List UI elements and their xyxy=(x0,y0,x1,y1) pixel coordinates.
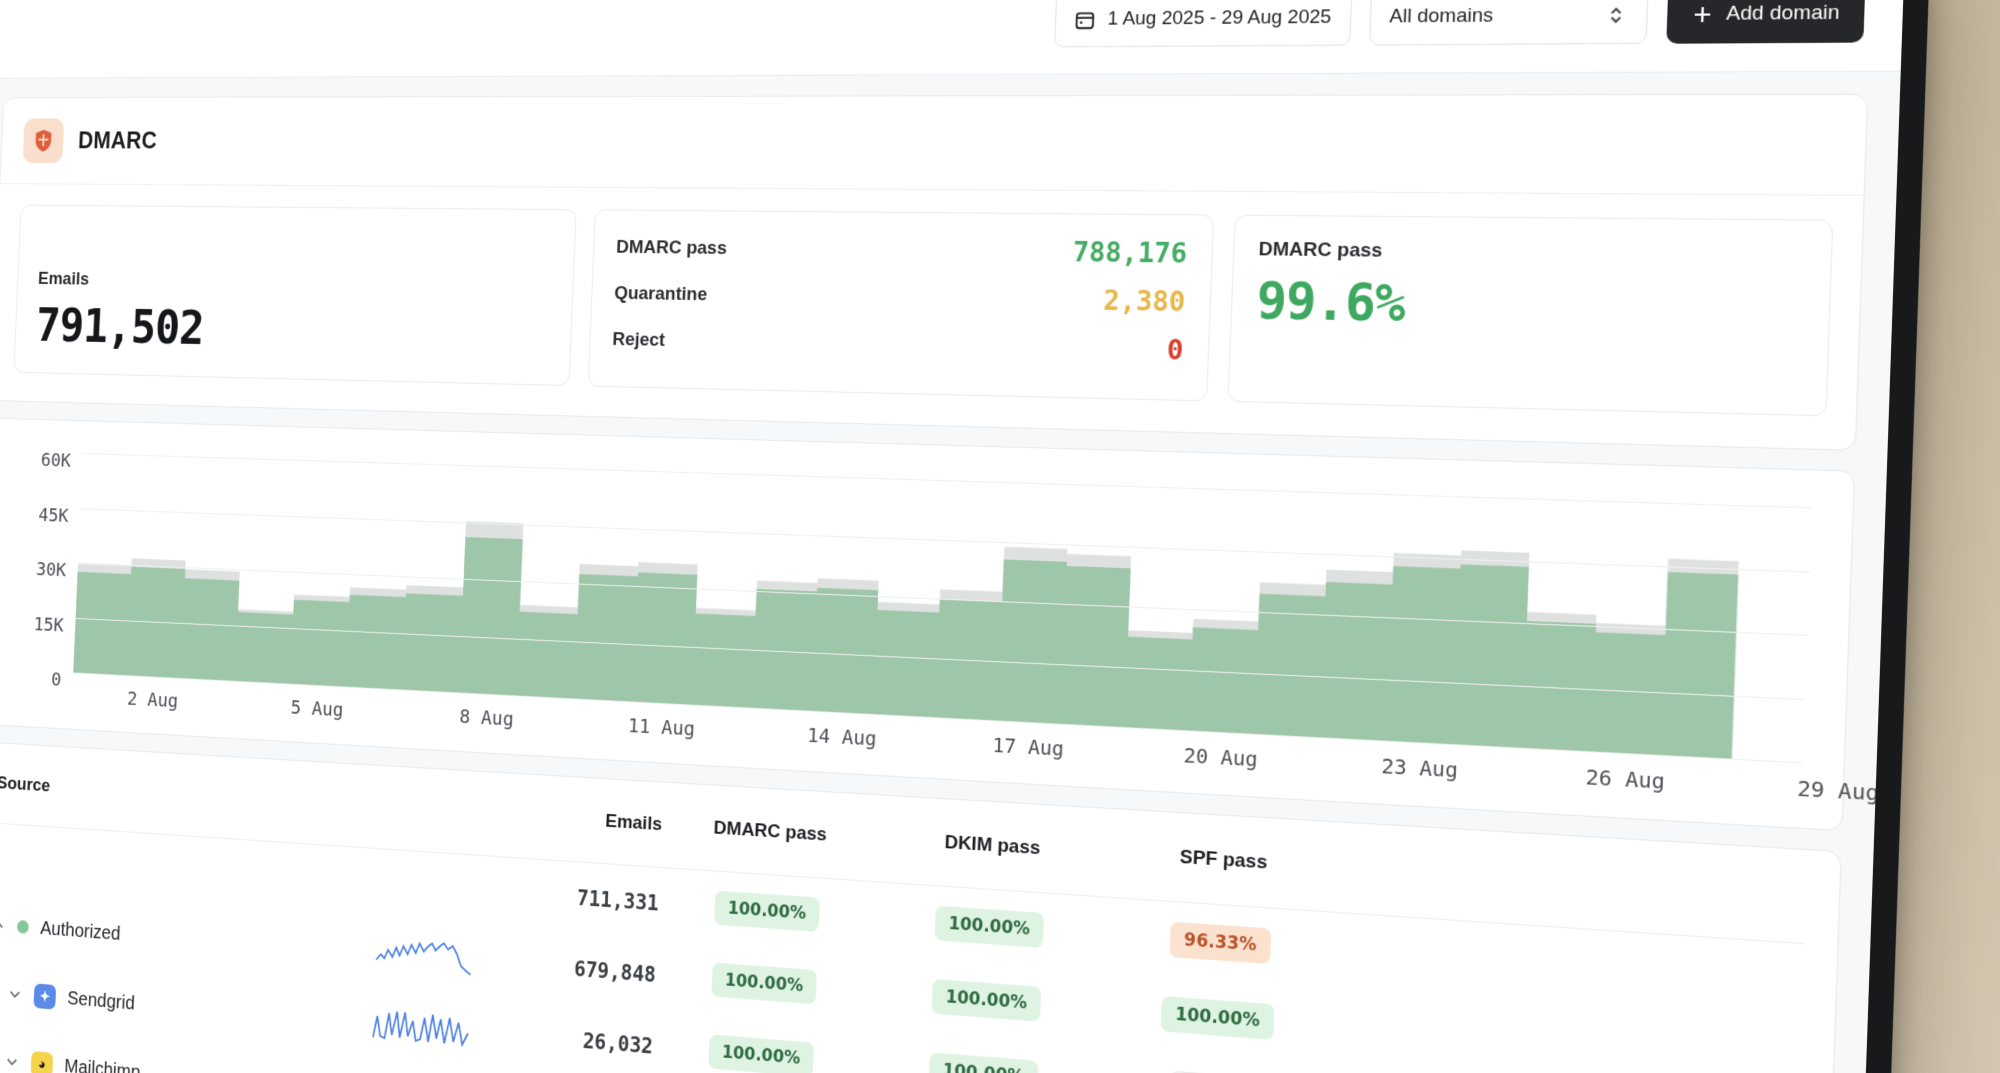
chart-y-tick: 0 xyxy=(50,667,62,691)
status-badge: 100.00% xyxy=(928,1052,1039,1073)
chevron-down-icon[interactable] xyxy=(7,985,23,1003)
cell-sparkline xyxy=(356,933,491,982)
status-badge: 100.00% xyxy=(934,905,1045,948)
device: ⌃⌄ 1 Aug 2025 - 29 xyxy=(0,0,1932,1073)
chart-area: 0 15K 30K 45K 60K 2 Aug 5 Aug 8 Aug 11 Aug 14 Aug… xyxy=(0,443,1879,810)
chart-x-tick: 20 Aug xyxy=(1183,742,1259,772)
summary-header: DMARC xyxy=(0,94,1868,196)
status-badge: 96.33% xyxy=(1169,921,1272,965)
add-domain-button[interactable]: Add domain xyxy=(1665,0,1866,44)
shield-icon xyxy=(22,118,65,164)
chevron-up-icon[interactable] xyxy=(0,916,6,934)
breakdown-row: Quarantine 2,380 xyxy=(613,278,1186,319)
breakdown-row: Reject 0 xyxy=(612,324,1184,367)
cell-source xyxy=(0,857,360,883)
cell-dmarc-pass: 100.00% xyxy=(652,1030,871,1073)
cell-spf-pass: 96.33% xyxy=(1103,917,1340,969)
chevron-down-icon[interactable] xyxy=(4,1052,20,1070)
emails-over-time-chart-card: 0 15K 30K 45K 60K 2 Aug 5 Aug 8 Aug 11 Aug 14 Aug… xyxy=(0,417,1880,832)
cell-spf-pass: 0.00% xyxy=(1097,1065,1334,1073)
domain-filter-select[interactable]: All domains xyxy=(1368,0,1649,46)
chart-x-tick: 8 Aug xyxy=(458,704,515,731)
content: DMARC Emails 791,502 xyxy=(0,72,1901,1073)
status-badge: 100.00% xyxy=(710,962,818,1005)
col-header-source: Source xyxy=(0,772,51,796)
cell-source: Authorized xyxy=(0,914,358,964)
cell-dkim-pass: 100.00% xyxy=(876,902,1104,953)
chart-y-tick: 30K xyxy=(35,557,67,581)
dmarc-breakdown-card: DMARC pass 788,176 Quarantine 2,380 Reje… xyxy=(587,209,1215,402)
mailchimp-logo-icon: ◕ xyxy=(30,1051,54,1073)
pass-rate-value: 99.6% xyxy=(1255,271,1406,334)
col-header-dkim-pass: DKIM pass xyxy=(944,831,1041,859)
dmarc-pass-value: 788,176 xyxy=(1072,236,1188,270)
pass-rate-label: DMARC pass xyxy=(1258,238,1383,262)
status-badge: 100.00% xyxy=(931,978,1042,1022)
dmarc-pass-label: DMARC pass xyxy=(615,236,728,259)
cell-dkim-pass: 100.00% xyxy=(873,975,1101,1027)
chart-plot[interactable]: 0 15K 30K 45K 60K 2 Aug 5 Aug 8 Aug 11 Aug 14 Aug… xyxy=(33,448,1879,806)
chart-x-tick: 26 Aug xyxy=(1585,763,1666,795)
chart-x-tick: 5 Aug xyxy=(290,695,344,722)
chart-area-dmarc-pass xyxy=(73,513,1810,763)
source-name: Authorized xyxy=(39,917,121,945)
screen: ⌃⌄ 1 Aug 2025 - 29 xyxy=(0,0,1905,1073)
date-range-picker[interactable]: 1 Aug 2025 - 29 Aug 2025 xyxy=(1053,0,1352,47)
chart-x-tick: 11 Aug xyxy=(627,713,696,741)
cell-sparkline xyxy=(353,1003,488,1053)
col-header-emails: Emails xyxy=(604,810,663,835)
chart-y-tick: 60K xyxy=(40,448,72,472)
chart-x-tick: 23 Aug xyxy=(1380,753,1459,783)
emails-kpi-card: Emails 791,502 xyxy=(13,204,577,387)
status-badge: 100.00% xyxy=(1160,995,1276,1041)
pass-rate-card: DMARC pass 99.6% xyxy=(1227,214,1834,417)
reject-label: Reject xyxy=(611,328,666,351)
sparkline-sendgrid xyxy=(371,1004,471,1051)
chart-x-tick: 29 Aug xyxy=(1796,775,1880,806)
cell-spf-pass: 100.00% xyxy=(1100,991,1337,1044)
status-dot-green-icon xyxy=(16,919,29,934)
domain-filter-value: All domains xyxy=(1389,4,1494,28)
cell-source: ✦ Sendgrid xyxy=(0,980,355,1035)
dmarc-summary-card: DMARC Emails 791,502 xyxy=(0,93,1869,451)
chart-y-tick: 45K xyxy=(37,502,69,527)
cell-emails: 711,331 xyxy=(576,886,660,916)
quarantine-value: 2,380 xyxy=(1102,285,1186,319)
cell-dmarc-pass: 100.00% xyxy=(658,887,877,936)
plus-icon xyxy=(1691,3,1714,25)
top-bar: 1 Aug 2025 - 29 Aug 2025 All domains xyxy=(0,0,1905,79)
chart-x-tick: 14 Aug xyxy=(806,722,878,751)
app-area: 1 Aug 2025 - 29 Aug 2025 All domains xyxy=(0,0,1905,1073)
col-header-sparkline xyxy=(363,806,497,814)
chart-y-tick: 15K xyxy=(33,611,65,636)
date-range-value: 1 Aug 2025 - 29 Aug 2025 xyxy=(1107,5,1332,30)
chart-x-tick: 17 Aug xyxy=(991,732,1065,761)
chart-x-tick: 2 Aug xyxy=(126,686,179,713)
cell-emails: 26,032 xyxy=(582,1029,654,1059)
page-title: DMARC xyxy=(77,127,158,154)
col-header-dmarc-pass: DMARC pass xyxy=(713,817,828,846)
sparkline-authorized xyxy=(374,934,474,980)
quarantine-label: Quarantine xyxy=(613,282,708,305)
reject-value: 0 xyxy=(1166,334,1185,367)
col-header-spf-pass: SPF pass xyxy=(1179,845,1268,874)
cell-sparkline xyxy=(360,883,494,892)
summary-body: Emails 791,502 DMARC pass 788,176 xyxy=(0,184,1864,450)
breakdown-row: DMARC pass 788,176 xyxy=(615,232,1188,270)
calendar-icon xyxy=(1073,8,1096,31)
source-name: Mailchimp xyxy=(63,1055,141,1073)
source-name: Sendgrid xyxy=(66,987,136,1014)
shield-glyph xyxy=(31,129,55,152)
cell-dkim-pass: 100.00% xyxy=(870,1047,1098,1073)
chevron-up-down-icon xyxy=(1604,2,1627,28)
